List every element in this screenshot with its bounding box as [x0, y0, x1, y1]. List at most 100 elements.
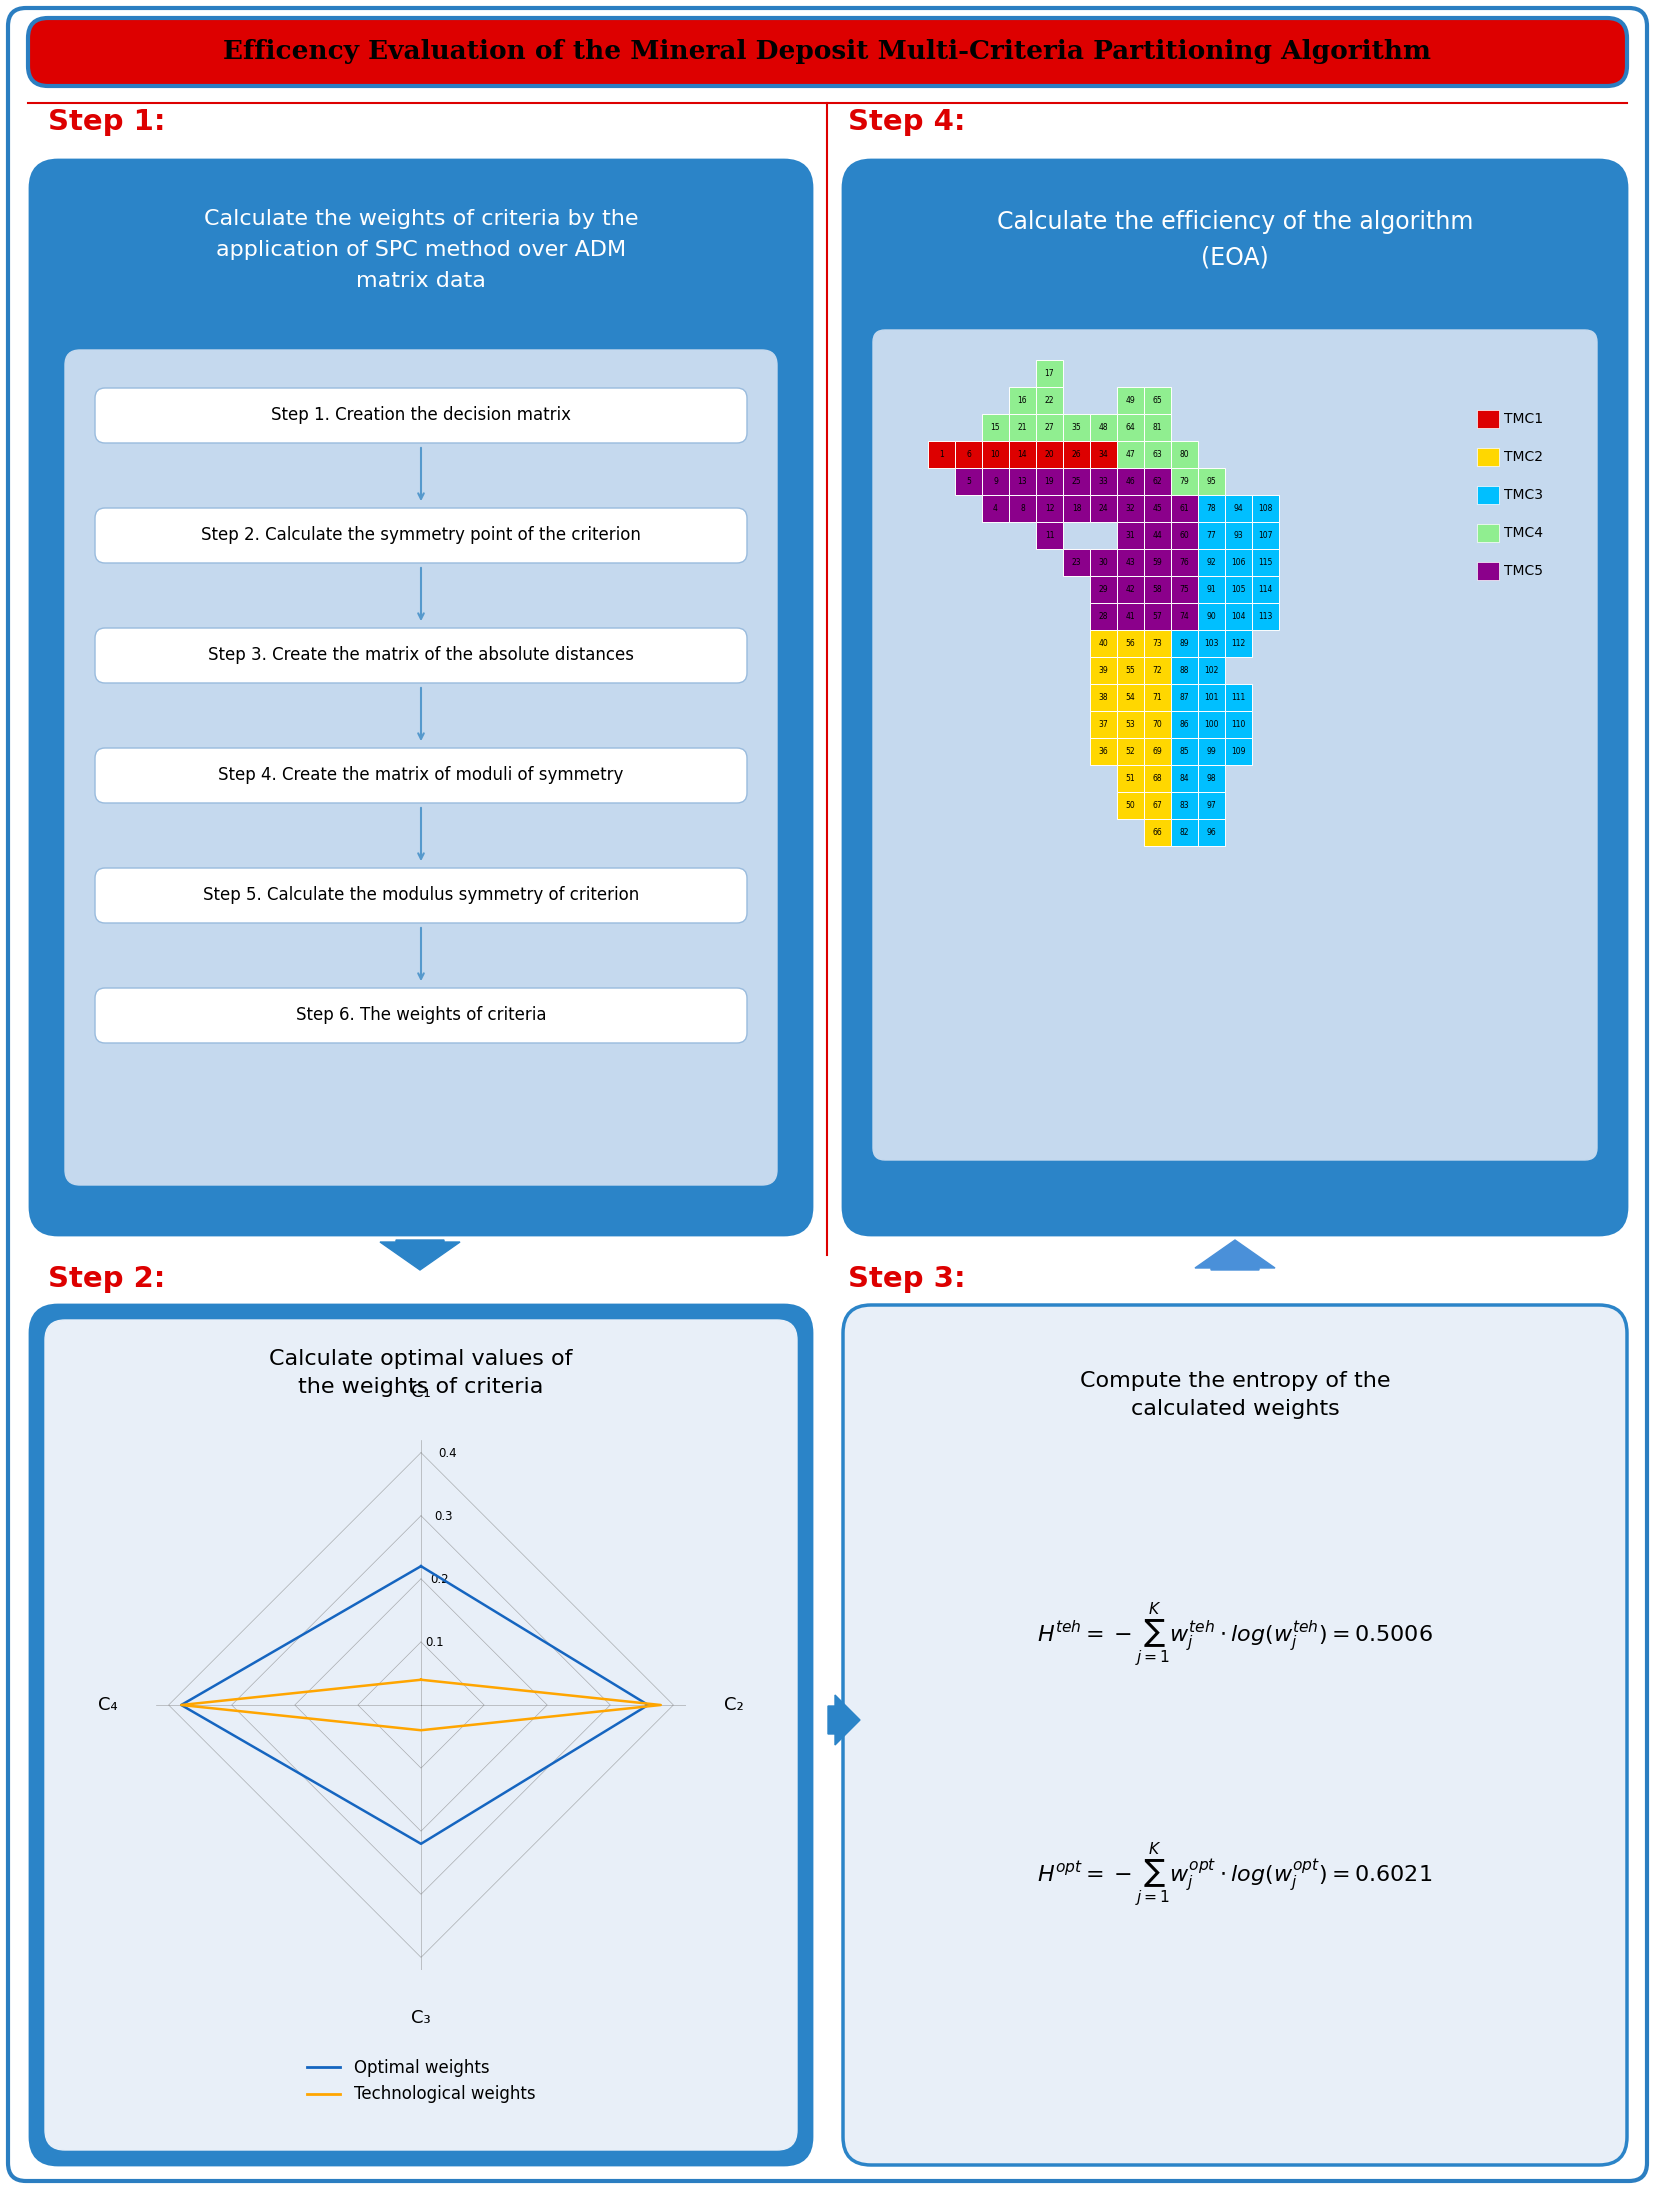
Text: 30: 30 — [1099, 558, 1109, 567]
Text: 22: 22 — [1044, 396, 1054, 405]
Bar — [1036, 387, 1063, 414]
Text: 96: 96 — [1206, 827, 1216, 836]
Text: 79: 79 — [1180, 477, 1190, 486]
Bar — [1144, 549, 1172, 576]
Bar — [1251, 495, 1279, 521]
FancyArrow shape — [1195, 1239, 1274, 1270]
Bar — [1063, 468, 1091, 495]
FancyBboxPatch shape — [30, 1305, 813, 2165]
FancyBboxPatch shape — [28, 18, 1627, 85]
Bar — [1091, 468, 1117, 495]
Text: TMC4: TMC4 — [1504, 525, 1542, 541]
Text: 92: 92 — [1206, 558, 1216, 567]
FancyArrow shape — [381, 1239, 460, 1270]
Bar — [1117, 683, 1144, 711]
FancyBboxPatch shape — [94, 749, 746, 803]
FancyBboxPatch shape — [65, 350, 776, 1184]
Text: Step 2:: Step 2: — [48, 1265, 166, 1294]
Bar — [1036, 440, 1063, 468]
Bar — [1198, 495, 1225, 521]
Bar — [1198, 521, 1225, 549]
Legend: Optimal weights, Technological weights: Optimal weights, Technological weights — [300, 2053, 541, 2110]
Bar — [1198, 711, 1225, 738]
Text: Calculate the efficiency of the algorithm
(EOA): Calculate the efficiency of the algorith… — [996, 210, 1473, 269]
Bar — [1251, 576, 1279, 602]
Bar — [1063, 495, 1091, 521]
Bar — [1172, 738, 1198, 764]
Bar — [1172, 468, 1198, 495]
Text: 51: 51 — [1125, 775, 1135, 784]
Text: 84: 84 — [1180, 775, 1190, 784]
Text: 77: 77 — [1206, 532, 1216, 541]
Text: 20: 20 — [1044, 451, 1054, 460]
Text: 62: 62 — [1152, 477, 1162, 486]
Text: 67: 67 — [1152, 801, 1162, 810]
Bar — [1117, 764, 1144, 792]
Bar — [1144, 576, 1172, 602]
Bar — [1144, 387, 1172, 414]
Bar — [1144, 764, 1172, 792]
Text: 55: 55 — [1125, 665, 1135, 674]
Text: 15: 15 — [991, 422, 1000, 431]
Text: 36: 36 — [1099, 746, 1109, 755]
FancyBboxPatch shape — [94, 987, 746, 1042]
Text: 99: 99 — [1206, 746, 1216, 755]
Bar — [1172, 711, 1198, 738]
Bar — [1172, 495, 1198, 521]
Text: 52: 52 — [1125, 746, 1135, 755]
Bar — [1091, 683, 1117, 711]
Text: 35: 35 — [1072, 422, 1081, 431]
Bar — [1172, 549, 1198, 576]
Text: 69: 69 — [1152, 746, 1162, 755]
Text: 32: 32 — [1125, 503, 1135, 512]
Text: 81: 81 — [1154, 422, 1162, 431]
FancyBboxPatch shape — [30, 160, 813, 1235]
Bar — [1198, 576, 1225, 602]
Text: TMC2: TMC2 — [1504, 451, 1542, 464]
Bar — [1225, 738, 1251, 764]
Bar — [981, 440, 1010, 468]
Text: 43: 43 — [1125, 558, 1135, 567]
Bar — [1198, 683, 1225, 711]
Text: 78: 78 — [1206, 503, 1216, 512]
Bar — [1117, 387, 1144, 414]
Text: 108: 108 — [1258, 503, 1273, 512]
Text: 70: 70 — [1152, 720, 1162, 729]
Text: 98: 98 — [1206, 775, 1216, 784]
Bar — [1117, 738, 1144, 764]
Bar — [1144, 414, 1172, 440]
Bar — [1225, 630, 1251, 657]
Bar — [1251, 549, 1279, 576]
Text: Calculate the weights of criteria by the
application of SPC method over ADM
matr: Calculate the weights of criteria by the… — [204, 208, 639, 291]
Text: 28: 28 — [1099, 613, 1109, 622]
Text: 115: 115 — [1258, 558, 1273, 567]
Bar — [1091, 602, 1117, 630]
Text: 47: 47 — [1125, 451, 1135, 460]
Bar — [1091, 440, 1117, 468]
Text: 73: 73 — [1152, 639, 1162, 648]
Text: 56: 56 — [1125, 639, 1135, 648]
Bar — [1010, 387, 1036, 414]
Text: C₂: C₂ — [723, 1696, 743, 1714]
Text: 8: 8 — [1019, 503, 1024, 512]
Bar — [1117, 576, 1144, 602]
Text: 104: 104 — [1231, 613, 1246, 622]
Bar — [1144, 495, 1172, 521]
Bar — [1251, 521, 1279, 549]
Text: Step 4:: Step 4: — [847, 107, 965, 136]
Text: 72: 72 — [1152, 665, 1162, 674]
FancyBboxPatch shape — [94, 628, 746, 683]
Text: 45: 45 — [1152, 503, 1162, 512]
Bar — [1091, 576, 1117, 602]
Text: 76: 76 — [1180, 558, 1190, 567]
Text: Calculate optimal values of
the weights of criteria: Calculate optimal values of the weights … — [270, 1348, 573, 1397]
Bar — [1117, 521, 1144, 549]
Text: 29: 29 — [1099, 584, 1109, 593]
Bar — [1172, 819, 1198, 845]
Text: 41: 41 — [1125, 613, 1135, 622]
Text: 114: 114 — [1258, 584, 1273, 593]
Bar — [1172, 630, 1198, 657]
Text: 44: 44 — [1152, 532, 1162, 541]
Bar — [1117, 657, 1144, 683]
Text: 58: 58 — [1152, 584, 1162, 593]
